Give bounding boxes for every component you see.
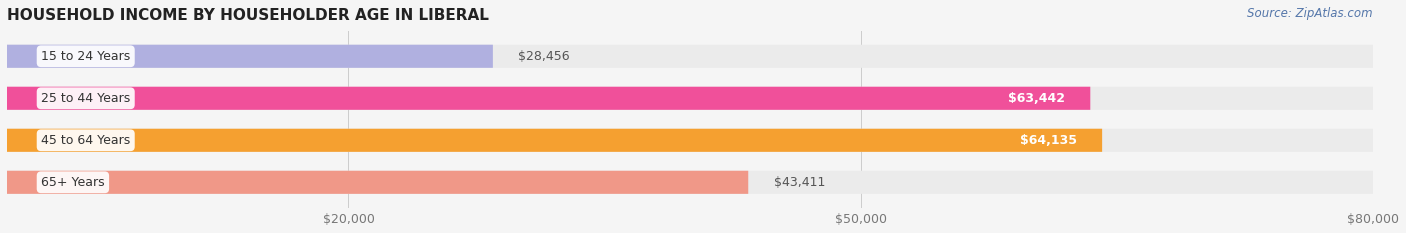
Text: Source: ZipAtlas.com: Source: ZipAtlas.com [1247, 7, 1374, 20]
Text: HOUSEHOLD INCOME BY HOUSEHOLDER AGE IN LIBERAL: HOUSEHOLD INCOME BY HOUSEHOLDER AGE IN L… [7, 8, 489, 23]
Text: $63,442: $63,442 [1008, 92, 1064, 105]
FancyBboxPatch shape [7, 171, 748, 194]
FancyBboxPatch shape [7, 87, 1374, 110]
FancyBboxPatch shape [7, 45, 1374, 68]
Text: 25 to 44 Years: 25 to 44 Years [41, 92, 131, 105]
FancyBboxPatch shape [7, 171, 1374, 194]
Text: $64,135: $64,135 [1019, 134, 1077, 147]
FancyBboxPatch shape [7, 87, 1090, 110]
FancyBboxPatch shape [7, 129, 1102, 152]
Text: $43,411: $43,411 [773, 176, 825, 189]
Text: 65+ Years: 65+ Years [41, 176, 104, 189]
FancyBboxPatch shape [7, 129, 1374, 152]
Text: $28,456: $28,456 [519, 50, 569, 63]
Text: 45 to 64 Years: 45 to 64 Years [41, 134, 131, 147]
FancyBboxPatch shape [7, 45, 494, 68]
Text: 15 to 24 Years: 15 to 24 Years [41, 50, 131, 63]
